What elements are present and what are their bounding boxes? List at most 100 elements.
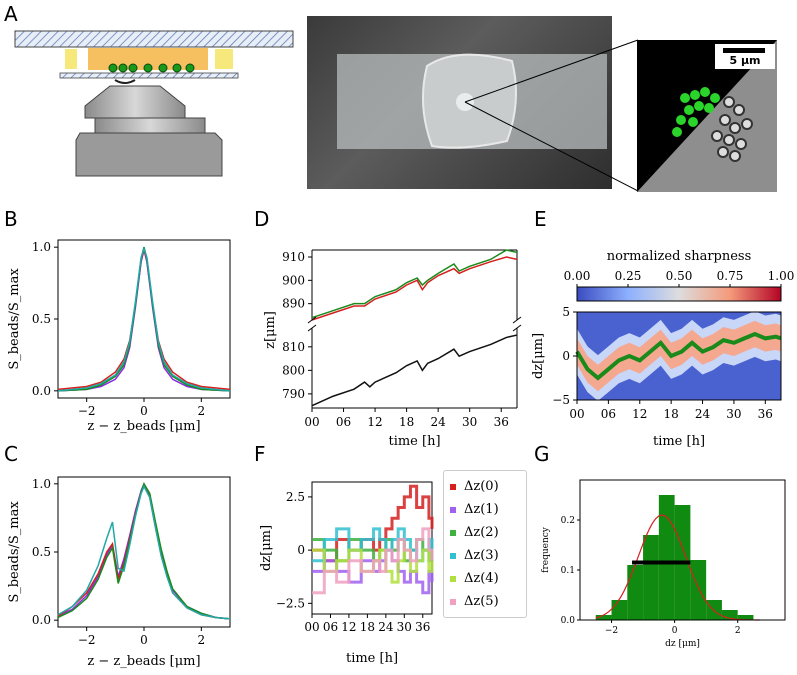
legend-label: Δz(5) [464, 594, 499, 609]
chart-e: normalized sharpness 0.00 0.25 0.50 0.75 1.00… [531, 249, 794, 449]
y-axis-label: S_beads/S_max [7, 268, 22, 370]
x-axis-label: z − z_beads [μm] [87, 419, 200, 434]
colorbar-tick-label: 0.00 [564, 269, 591, 283]
heatmap-band-inner [577, 320, 781, 392]
panel-letter-d: D [254, 207, 270, 231]
y-tick-label: −5 [552, 393, 570, 407]
y-axis-label: frequency [541, 526, 551, 573]
fluorescent-beads [672, 87, 720, 137]
legend-entry: Δz(3) [450, 548, 499, 563]
x-tick-label: 0 [140, 633, 148, 647]
y-tick-label: 0.5 [32, 545, 51, 559]
chart-b: −2 0 2 0.0 0.5 1.0 z − z_beads [μm] S_beads/S_m… [7, 239, 231, 434]
legend-entry: Δz(5) [450, 594, 499, 609]
x-tick-label: 36 [758, 407, 773, 421]
series-line-3 [57, 246, 231, 392]
x-tick-label: 30 [462, 415, 477, 429]
histogram-bar [737, 615, 754, 620]
panel-letter-g: G [534, 442, 550, 466]
y-tick-label: 0 [562, 349, 570, 363]
microscope-schematic [14, 30, 294, 177]
x-axis-label: z − z_beads [μm] [87, 654, 200, 669]
legend-entry: Δz(4) [450, 571, 499, 586]
axis-break-mark [307, 324, 317, 332]
x-tick-label: 06 [336, 415, 351, 429]
chart-g: 0.0 0.1 0.2 −2 0 2 dz [μm] frequency [541, 479, 786, 649]
y-tick-label: 0.0 [32, 613, 51, 627]
series-line-0 [57, 482, 231, 620]
series-line-0 [57, 249, 231, 391]
x-tick-label: −2 [78, 633, 96, 647]
chart-d: 890 900 910 790 800 810 00 06 12 18 24 30 36 time [h]… [263, 249, 522, 449]
y-tick-label: 910 [282, 250, 305, 264]
objective-collar [94, 117, 206, 134]
chart-f: 2.5 0 −2.5 00 06 12 18 24 30 36 time [h] dz[μm] [259, 481, 434, 666]
legend-label: Δz(3) [464, 548, 499, 563]
x-tick-label: −2 [605, 626, 618, 636]
legend-label: Δz(0) [464, 479, 499, 494]
y-tick-label: −2.5 [276, 596, 305, 610]
x-tick-label: 0 [140, 404, 148, 418]
x-tick-label: 24 [695, 407, 711, 421]
x-tick-label: 24 [378, 620, 394, 634]
y-axis-label: z[μm] [263, 311, 278, 349]
focal-marker [114, 79, 136, 84]
y-tick-label: 900 [282, 273, 305, 287]
microscopy-image [637, 40, 777, 192]
y-tick-label: 790 [282, 387, 305, 401]
panel-letter-e: E [534, 207, 547, 231]
y-tick-label: 1.0 [32, 477, 51, 491]
slide-photo [307, 16, 612, 189]
top-plate [14, 30, 294, 48]
scale-bar [723, 48, 765, 53]
y-tick-label: 5 [562, 305, 570, 319]
beads-group [108, 63, 195, 73]
histogram-bar [721, 610, 738, 620]
legend-swatch [450, 575, 456, 582]
series-line-3 [57, 484, 231, 620]
x-tick-label: 06 [323, 620, 338, 634]
colorbar-tick-label: 0.75 [717, 269, 744, 283]
legend-swatch [450, 483, 456, 490]
colorbar-tick-label: 0.25 [615, 269, 642, 283]
zoom-lines [464, 39, 639, 192]
x-tick-label: 36 [494, 415, 509, 429]
legend-entry: Δz(0) [450, 479, 499, 494]
y-tick-label: 0.5 [32, 312, 51, 326]
x-tick-label: 06 [601, 407, 616, 421]
y-tick-label: 0.0 [32, 384, 51, 398]
series-line-2 [57, 247, 231, 392]
series-line-0-1 [311, 256, 518, 321]
x-tick-label: 2 [735, 626, 741, 636]
y-axis-label: S_beads/S_max [7, 501, 22, 603]
y-axis-label: dz[μm] [531, 333, 546, 379]
axes-frame [57, 239, 231, 399]
x-tick-label: 12 [632, 407, 647, 421]
histogram-bar [627, 565, 644, 620]
x-axis-label: time [h] [346, 651, 398, 666]
series-line-1-0 [311, 334, 518, 407]
legend-entry: Δz(2) [450, 525, 499, 540]
x-tick-label: 30 [397, 620, 412, 634]
legend-label: Δz(4) [464, 571, 499, 586]
spacer-left [65, 49, 77, 69]
y-tick-label: 800 [282, 363, 305, 377]
series-step-3 [312, 527, 434, 563]
x-tick-label: 30 [726, 407, 741, 421]
x-tick-label: 00 [304, 620, 319, 634]
axis-break-mark [512, 324, 522, 332]
legend-swatch [450, 506, 456, 513]
legend-swatch [450, 529, 456, 536]
x-tick-label: 00 [569, 407, 584, 421]
scale-bar-label: 5 μm [729, 54, 761, 67]
legend-swatch [450, 598, 456, 605]
x-tick-label: −2 [78, 404, 96, 418]
x-tick-label: 2 [198, 404, 206, 418]
legend-label: Δz(1) [464, 502, 499, 517]
x-tick-label: 00 [304, 415, 319, 429]
series-line-0-0 [311, 249, 518, 319]
legend-label: Δz(2) [464, 525, 499, 540]
panel-letter-b: B [4, 207, 18, 231]
x-tick-label: 0 [672, 626, 678, 636]
y-tick-label: 810 [282, 340, 305, 354]
